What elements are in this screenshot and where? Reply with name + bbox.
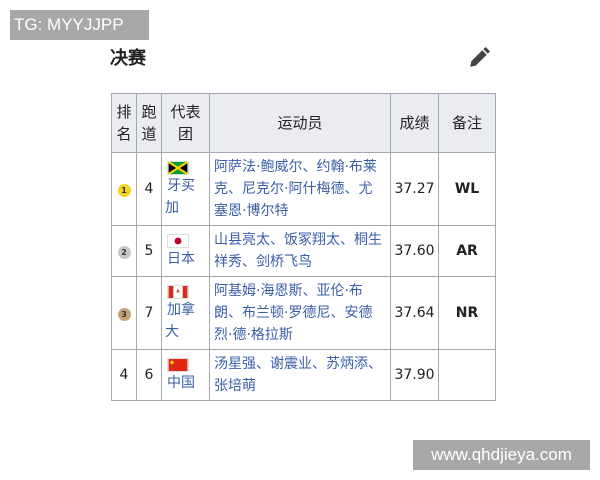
china-flag-icon[interactable]: [165, 358, 206, 372]
section-title: 决赛: [110, 48, 146, 69]
time-cell: 37.90: [390, 349, 439, 401]
time-cell: 37.64: [390, 276, 439, 350]
athletes-link[interactable]: 阿基姆·海恩斯、亚伦·布朗、布兰顿·罗德尼、安德烈·德·格拉斯: [214, 283, 373, 343]
note-cell: WL: [438, 152, 496, 226]
lane-cell: 5: [136, 225, 162, 277]
pencil-icon[interactable]: [468, 47, 490, 69]
athletes-link[interactable]: 山县亮太、饭冢翔太、桐生祥秀、剑桥飞鸟: [214, 232, 382, 270]
note-cell: NR: [438, 276, 496, 350]
note-cell: [438, 349, 496, 401]
team-link[interactable]: 加拿大: [165, 302, 195, 340]
table-row: 2 5 日本 山县亮太、饭冢翔太、桐生祥秀、剑桥飞鸟 37.60 AR: [111, 225, 496, 277]
header-lane: 跑道: [136, 93, 162, 153]
canada-flag-icon[interactable]: [165, 285, 206, 299]
table-row: 1 4 牙买加 阿萨法·鲍威尔、约翰·布莱克、尼克尔·阿什梅德、尤塞恩·博尔特 …: [111, 152, 496, 226]
jamaica-flag-icon[interactable]: [165, 161, 206, 175]
watermark-top: TG: MYYJJPP: [10, 10, 149, 40]
athletes-link[interactable]: 汤星强、谢震业、苏炳添、张培萌: [214, 356, 382, 394]
header-note: 备注: [438, 93, 496, 153]
lane-cell: 7: [136, 276, 162, 350]
lane-cell: 6: [136, 349, 162, 401]
lane-cell: 4: [136, 152, 162, 226]
watermark-bottom: www.qhdjieya.com: [413, 440, 590, 470]
athletes-link[interactable]: 阿萨法·鲍威尔、约翰·布莱克、尼克尔·阿什梅德、尤塞恩·博尔特: [214, 159, 377, 219]
japan-flag-icon[interactable]: [165, 234, 206, 248]
header-rank: 排名: [111, 93, 137, 153]
note-cell: AR: [438, 225, 496, 277]
team-cell: 牙买加: [161, 152, 210, 226]
team-link[interactable]: 牙买加: [165, 178, 195, 216]
team-cell: 加拿大: [161, 276, 210, 350]
team-link[interactable]: 日本: [167, 251, 195, 267]
header-athletes: 运动员: [209, 93, 391, 153]
team-link[interactable]: 中国: [167, 375, 195, 391]
team-cell: 日本: [161, 225, 210, 277]
bronze-medal-icon: 3: [117, 308, 131, 321]
header-team: 代表团: [161, 93, 210, 153]
rank-cell: 2: [111, 225, 137, 277]
rank-value: 4: [119, 367, 129, 383]
rank-cell: 3: [111, 276, 137, 350]
header-row: 排名 跑道 代表团 运动员 成绩 备注: [111, 93, 496, 153]
time-cell: 37.27: [390, 152, 439, 226]
athletes-cell: 阿萨法·鲍威尔、约翰·布莱克、尼克尔·阿什梅德、尤塞恩·博尔特: [209, 152, 391, 226]
athletes-cell: 山县亮太、饭冢翔太、桐生祥秀、剑桥飞鸟: [209, 225, 391, 277]
athletes-cell: 汤星强、谢震业、苏炳添、张培萌: [209, 349, 391, 401]
gold-medal-icon: 1: [117, 184, 131, 197]
table-row: 4 6 中国 汤星强、谢震业、苏炳添、张培萌 37.90: [111, 349, 496, 401]
time-cell: 37.60: [390, 225, 439, 277]
header-time: 成绩: [390, 93, 439, 153]
rank-cell: 4: [111, 349, 137, 401]
silver-medal-icon: 2: [117, 246, 131, 259]
results-table: 排名 跑道 代表团 运动员 成绩 备注 1 4 牙买加 阿萨法·鲍威尔、约翰·布…: [111, 93, 496, 401]
athletes-cell: 阿基姆·海恩斯、亚伦·布朗、布兰顿·罗德尼、安德烈·德·格拉斯: [209, 276, 391, 350]
team-cell: 中国: [161, 349, 210, 401]
rank-cell: 1: [111, 152, 137, 226]
table-row: 3 7 加拿大 阿基姆·海恩斯、亚伦·布朗、布兰顿·罗德尼、安德烈·德·格拉斯 …: [111, 276, 496, 350]
